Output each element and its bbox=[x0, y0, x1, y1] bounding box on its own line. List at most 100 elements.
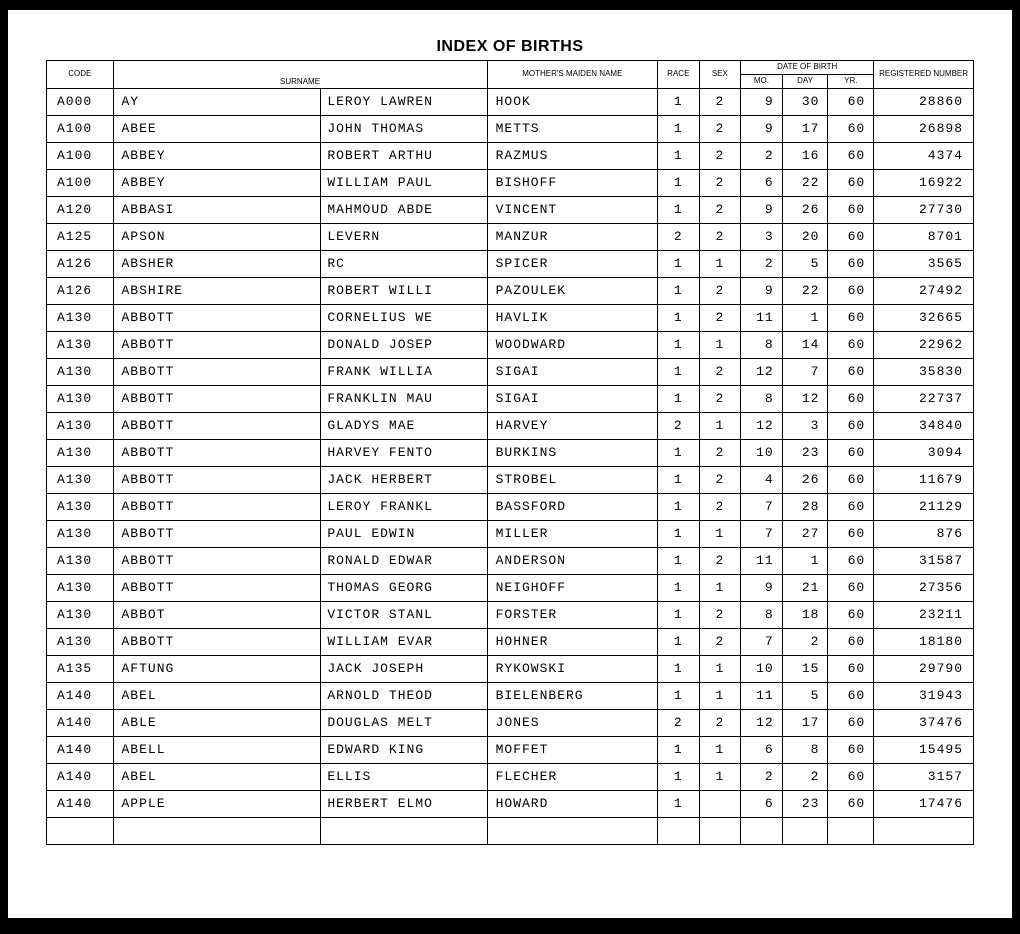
cell-maiden: RAZMUS bbox=[487, 142, 657, 169]
cell-sex: 2 bbox=[699, 385, 741, 412]
cell-day: 18 bbox=[782, 601, 828, 628]
cell-race: 1 bbox=[658, 88, 700, 115]
cell-code: A130 bbox=[47, 331, 114, 358]
cell-maiden: HOOK bbox=[487, 88, 657, 115]
cell-maiden: BASSFORD bbox=[487, 493, 657, 520]
cell-mo: 7 bbox=[741, 628, 783, 655]
table-row: A126ABSHERRCSPICER1125603565 bbox=[47, 250, 974, 277]
cell-maiden: SIGAI bbox=[487, 358, 657, 385]
cell-race: 1 bbox=[658, 331, 700, 358]
table-row: A130ABBOTTRONALD EDWARANDERSON1211160315… bbox=[47, 547, 974, 574]
cell-sex: 2 bbox=[699, 358, 741, 385]
table-row: A000AYLEROY LAWRENHOOK129306028860 bbox=[47, 88, 974, 115]
cell-sex: 2 bbox=[699, 493, 741, 520]
cell-code: A140 bbox=[47, 736, 114, 763]
cell-yr: 60 bbox=[828, 250, 874, 277]
cell-race: 1 bbox=[658, 547, 700, 574]
cell-surname: ABSHER bbox=[113, 250, 321, 277]
cell-reg: 11679 bbox=[874, 466, 974, 493]
cell-day: 12 bbox=[782, 385, 828, 412]
cell-mo: 11 bbox=[741, 682, 783, 709]
cell-surname: AFTUNG bbox=[113, 655, 321, 682]
cell-mo: 12 bbox=[741, 412, 783, 439]
cell-sex bbox=[699, 790, 741, 817]
cell-reg: 26898 bbox=[874, 115, 974, 142]
table-row: A140APPLEHERBERT ELMOHOWARD16236017476 bbox=[47, 790, 974, 817]
cell-given: GLADYS MAE bbox=[321, 412, 487, 439]
cell-sex: 2 bbox=[699, 223, 741, 250]
cell-code: A125 bbox=[47, 223, 114, 250]
cell-maiden: JONES bbox=[487, 709, 657, 736]
cell-given: EDWARD KING bbox=[321, 736, 487, 763]
header-dob: DATE OF BIRTH bbox=[741, 61, 874, 75]
cell-sex: 1 bbox=[699, 763, 741, 790]
table-row: A100ABEEJOHN THOMASMETTS129176026898 bbox=[47, 115, 974, 142]
cell-mo: 3 bbox=[741, 223, 783, 250]
cell-yr: 60 bbox=[828, 115, 874, 142]
cell-race: 1 bbox=[658, 628, 700, 655]
cell-code: A130 bbox=[47, 574, 114, 601]
cell-race: 2 bbox=[658, 223, 700, 250]
cell-day: 1 bbox=[782, 547, 828, 574]
cell-sex: 1 bbox=[699, 736, 741, 763]
cell-race: 2 bbox=[658, 709, 700, 736]
cell-race: 1 bbox=[658, 304, 700, 331]
cell-race: 1 bbox=[658, 493, 700, 520]
cell-maiden: WOODWARD bbox=[487, 331, 657, 358]
cell-maiden: MILLER bbox=[487, 520, 657, 547]
cell-code: A140 bbox=[47, 682, 114, 709]
header-mo: MO. bbox=[741, 74, 783, 88]
table-row: A130ABBOTTWILLIAM EVARHOHNER12726018180 bbox=[47, 628, 974, 655]
cell-given: WILLIAM PAUL bbox=[321, 169, 487, 196]
cell-surname: ABBOTT bbox=[113, 331, 321, 358]
cell-day: 5 bbox=[782, 250, 828, 277]
cell-race: 1 bbox=[658, 385, 700, 412]
cell-maiden: STROBEL bbox=[487, 466, 657, 493]
cell-surname: ABEE bbox=[113, 115, 321, 142]
cell-sex bbox=[699, 817, 741, 844]
cell-race: 1 bbox=[658, 790, 700, 817]
cell-given: FRANK WILLIA bbox=[321, 358, 487, 385]
cell-surname: ABSHIRE bbox=[113, 277, 321, 304]
cell-day bbox=[782, 817, 828, 844]
cell-day: 23 bbox=[782, 439, 828, 466]
cell-mo: 6 bbox=[741, 790, 783, 817]
cell-mo: 11 bbox=[741, 547, 783, 574]
cell-yr: 60 bbox=[828, 547, 874, 574]
cell-code: A130 bbox=[47, 601, 114, 628]
cell-race: 1 bbox=[658, 196, 700, 223]
cell-day: 28 bbox=[782, 493, 828, 520]
cell-maiden: SIGAI bbox=[487, 385, 657, 412]
page-title: INDEX OF BIRTHS bbox=[8, 38, 1012, 56]
cell-surname: ABEL bbox=[113, 763, 321, 790]
cell-given: ROBERT WILLI bbox=[321, 277, 487, 304]
cell-reg: 16922 bbox=[874, 169, 974, 196]
header-sex: SEX bbox=[699, 61, 741, 89]
cell-day: 2 bbox=[782, 763, 828, 790]
cell-code: A130 bbox=[47, 439, 114, 466]
cell-mo: 4 bbox=[741, 466, 783, 493]
cell-race: 1 bbox=[658, 142, 700, 169]
table-row: A100ABBEYWILLIAM PAULBISHOFF126226016922 bbox=[47, 169, 974, 196]
cell-surname: ABBOTT bbox=[113, 304, 321, 331]
cell-mo: 9 bbox=[741, 277, 783, 304]
cell-day: 7 bbox=[782, 358, 828, 385]
cell-mo: 12 bbox=[741, 709, 783, 736]
cell-surname: ABEL bbox=[113, 682, 321, 709]
table-row: A130ABBOTTGLADYS MAEHARVEY211236034840 bbox=[47, 412, 974, 439]
table-row bbox=[47, 817, 974, 844]
cell-given: THOMAS GEORG bbox=[321, 574, 487, 601]
cell-yr: 60 bbox=[828, 790, 874, 817]
cell-day: 26 bbox=[782, 466, 828, 493]
cell-given: JACK HERBERT bbox=[321, 466, 487, 493]
cell-sex: 2 bbox=[699, 709, 741, 736]
cell-maiden: METTS bbox=[487, 115, 657, 142]
cell-given: LEROY LAWREN bbox=[321, 88, 487, 115]
table-row: A140ABELARNOLD THEODBIELENBERG1111560319… bbox=[47, 682, 974, 709]
cell-mo: 8 bbox=[741, 601, 783, 628]
cell-surname: APSON bbox=[113, 223, 321, 250]
cell-reg: 22962 bbox=[874, 331, 974, 358]
cell-reg: 27492 bbox=[874, 277, 974, 304]
cell-code bbox=[47, 817, 114, 844]
table-row: A130ABBOTTFRANK WILLIASIGAI121276035830 bbox=[47, 358, 974, 385]
